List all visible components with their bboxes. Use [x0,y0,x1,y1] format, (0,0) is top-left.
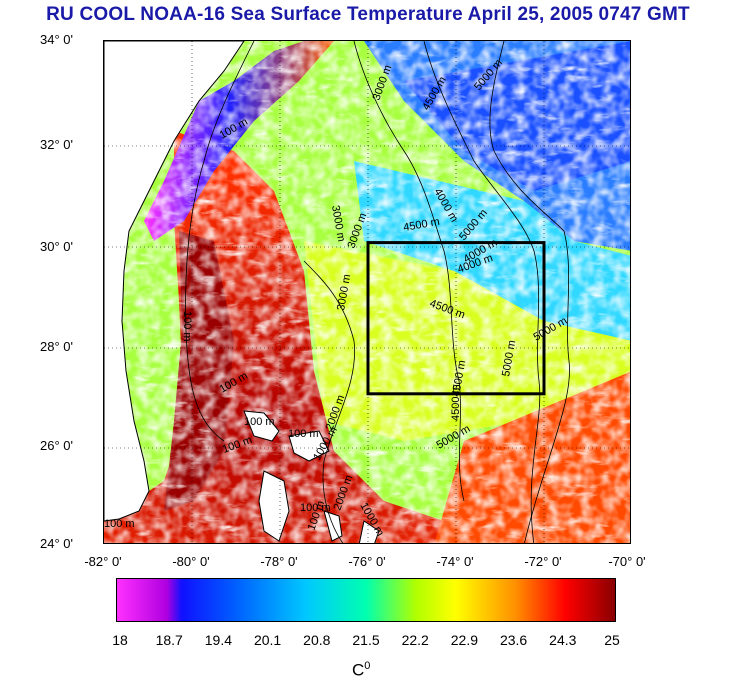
colorbar-tick-label: 18.7 [155,632,183,648]
island [258,470,290,542]
depth-contours [185,41,570,543]
temperature-colorbar [116,578,616,622]
colorbar-tick-label: 19.4 [204,632,233,648]
map-title: RU COOL NOAA-16 Sea Surface Temperature … [46,4,690,25]
colorbar-tick-label: 23.6 [499,632,528,648]
colorbar-tick-label: 21.5 [352,632,380,648]
depth-label: 4500 m [450,384,462,421]
lon-label-80: -80° 0' [172,554,210,569]
depth-label: 100 m [181,311,193,342]
sst-map-canvas: 100 m 100 m 100 m 100 m 100 m 100 m 100 … [104,41,630,543]
lat-label-32: 32° 0' [40,137,73,152]
lat-label-26: 26° 0' [40,438,73,453]
lon-label-78: -78° 0' [260,554,298,569]
lon-label-70: -70° 0' [608,554,646,569]
colorbar-tick-label: 18 [112,632,128,648]
unit-superscript: 0 [364,660,371,672]
lat-label-30: 30° 0' [40,239,73,254]
lon-label-74: -74° 0' [436,554,474,569]
region-of-interest-box[interactable] [366,241,546,396]
island [288,430,330,462]
colorbar-unit: C0 [352,660,370,681]
unit-letter: C [352,660,365,680]
island [243,410,280,442]
florida-land [104,41,245,522]
colorbar-tick-label: 22.2 [401,632,429,648]
depth-label: 100 m [288,428,319,440]
island [358,520,380,543]
lat-label-28: 28° 0' [40,339,73,354]
depth-label: 100 m [104,518,135,530]
lat-label-24: 24° 0' [40,536,73,551]
lat-label-34: 34° 0' [40,32,73,47]
colorbar-tick-label: 22.9 [450,632,479,648]
lon-label-76: -76° 0' [348,554,386,569]
depth-label: 100 m [300,502,331,514]
colorbar-tick-label: 25 [604,632,620,648]
colorbar-tick-label: 20.1 [253,632,282,648]
sst-map[interactable]: 100 m 100 m 100 m 100 m 100 m 100 m 100 … [103,40,631,544]
colorbar-tick-label: 20.8 [303,632,331,648]
lon-label-82: -82° 0' [84,554,122,569]
depth-label: 100 m [244,416,275,428]
lon-label-72: -72° 0' [524,554,562,569]
colorbar-tick-label: 24.3 [549,632,577,648]
